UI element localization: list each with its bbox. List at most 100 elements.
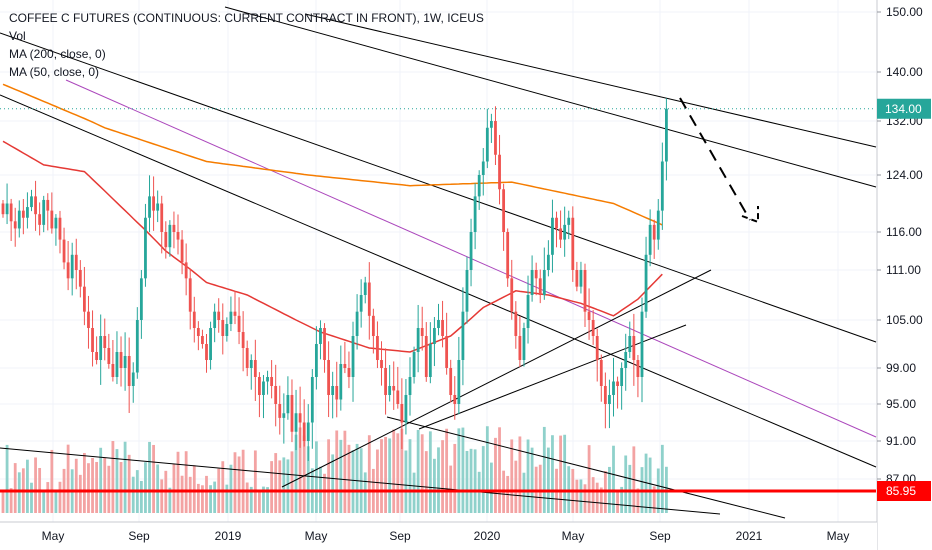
legend-ma200[interactable]: MA (200, close, 0) [9,47,106,61]
candle-body [506,232,510,279]
volume-bar [359,448,363,513]
candle-body [66,262,70,279]
candle-body [91,328,94,352]
candle-body [363,282,367,295]
volume-bar [347,444,351,513]
candle-body [665,108,668,162]
volume-bar [335,430,339,513]
candle-body [620,368,624,386]
projection-arrow [679,97,751,221]
volume-bar [66,444,70,513]
candle-body [253,360,257,377]
candle-body [416,328,420,352]
candle-body [652,224,656,240]
candle-body [473,196,477,232]
volume-bar [563,434,567,513]
candle-body [355,311,359,336]
price-tick-label: 124.00 [886,168,923,182]
ma50-line [2,140,663,353]
candle-body [343,364,347,368]
volume-bar [1,491,5,513]
candle-body [310,377,314,423]
candle-body [213,311,217,328]
volume-bar [225,484,229,513]
chart-title: COFFEE C FUTURES (CONTINUOUS: CURRENT CO… [9,11,484,25]
candle-body [119,352,123,368]
candle-body [294,413,298,432]
candle-body [490,121,493,128]
volume-bar [42,489,46,513]
candle-body [359,295,363,312]
candle-body [408,377,412,395]
candle-body [510,278,514,312]
candle-body [13,221,17,229]
volume-bar [139,480,143,513]
candle-body [262,381,265,395]
volume-bar [99,447,103,513]
candle-body [83,286,86,312]
candle-body [209,328,212,360]
volume-bar [510,439,514,513]
candle-body [551,217,554,255]
trend-channel-mid [0,32,877,343]
volume-bar [327,439,330,513]
volume-bar [441,440,444,513]
price-axis[interactable]: 150.00140.00132.00124.00116.00111.00105.… [876,0,932,550]
candle-body [575,270,579,287]
volume-bar [363,472,367,513]
volume-bar [302,435,306,513]
volume-bar [156,464,160,513]
candle-body [74,254,78,270]
candle-body [461,311,465,360]
candle-body [591,320,595,336]
volume-bar [530,447,534,513]
volume-bar [168,487,172,513]
volume-bar [396,433,400,513]
volume-bar [551,435,554,513]
candle-body [258,377,261,395]
volume-bar [416,429,420,513]
candle-body [42,199,46,225]
volume-bar [144,462,147,513]
legend-vol[interactable]: Vol [9,29,26,43]
volume-bar [266,487,269,513]
candle-body [660,161,664,211]
candle-body [599,360,603,386]
candle-body [70,254,74,279]
volume-bar [127,454,131,513]
projection-arrow-head [741,206,759,224]
volume-bar [115,449,119,513]
volume-bar [176,451,180,513]
candle-body [38,214,42,225]
candle-body [522,328,526,360]
candle-body [17,210,21,229]
candle-body [546,254,550,270]
volume-bar [17,472,21,513]
candle-body [542,270,546,295]
candle-body [518,336,522,360]
candle-body [87,311,90,328]
time-axis[interactable]: May Sep 2019 May Sep 2020 May Sep 2021 May [0,521,877,550]
volume-bar [494,437,497,513]
volume-bar [34,457,37,513]
time-tick-label: May [305,529,328,543]
volume-bar [583,484,587,513]
legend-ma50[interactable]: MA (50, close, 0) [9,65,100,79]
volume-bar [209,485,212,513]
candle-body [335,386,339,400]
price-tick-label: 150.00 [886,5,923,19]
volume-bar [526,439,530,513]
time-tick-label: Sep [389,529,411,543]
candle-body [567,217,571,225]
support-trend-line-a [281,269,712,488]
candle-body [595,336,599,360]
candle-body [282,413,286,418]
price-tick-label: 105.00 [886,313,923,327]
candle-body [266,377,269,382]
volume-bar [620,486,624,513]
candle-body [221,320,225,336]
volume-bar [91,457,94,513]
volume-bar [13,463,17,513]
volume-bar [111,441,115,513]
